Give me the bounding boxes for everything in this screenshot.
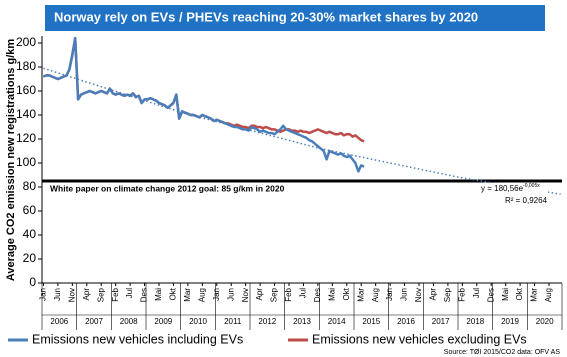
x-tick-label: Jun [400,288,409,301]
x-tick-label: Sep [443,287,452,302]
x-tick-label: Jan [39,288,48,301]
y-tick-label: 120 [16,131,36,145]
x-tick-label: Mai [327,288,336,301]
year-label: 2013 [293,317,311,326]
year-label: 2012 [258,317,276,326]
x-tick-label: Sep [96,287,105,302]
x-tick-label: Aug [197,288,206,302]
year-label: 2010 [189,317,207,326]
x-tick-label: Nov [67,288,76,302]
source: Source: TØI 2015/CO2 data: OFV AS [444,349,561,356]
year-label: 2014 [328,317,346,326]
x-tick-label: Jan [212,288,221,301]
year-label: 2006 [50,317,68,326]
y-tick-label: 60 [23,203,37,217]
y-tick-label: 160 [16,83,36,97]
y-tick-label: 80 [23,179,37,193]
x-tick-label: Aug [371,288,380,302]
chart-title: Norway rely on EVs / PHEVs reaching 20-3… [54,9,478,24]
equation-box [476,183,548,207]
x-tick-label: Feb [457,287,466,301]
x-tick-label: Apr [82,288,91,301]
year-label: 2009 [154,317,172,326]
x-tick-label: Jun [226,288,235,301]
x-tick-label: Feb [284,287,293,301]
x-tick-label: Feb [111,287,120,301]
series-line [42,36,365,143]
x-tick-label: Okt [342,287,351,300]
trend-equation: y = 180,56e-0,005x [481,183,540,193]
legend-label: Emissions new vehicles excluding EVs [312,332,527,346]
x-tick-label: Jul [472,288,481,298]
x-tick-label: Jun [53,288,62,301]
y-tick-label: 100 [16,155,36,169]
year-label: 2019 [501,317,519,326]
goal-label: White paper on climate change 2012 goal:… [50,183,285,193]
y-tick-label: 140 [16,107,36,121]
x-tick-label: Mar [183,288,192,302]
y-tick-label: 200 [16,35,36,49]
y-tick-label: 40 [23,227,37,241]
y-axis-label: Average CO2 emission new registrations g… [5,39,17,282]
y-tick-label: 20 [23,251,37,265]
year-label: 2020 [536,317,554,326]
x-tick-label: Sep [270,287,279,302]
x-tick-label: Mar [356,288,365,302]
x-tick-label: Nov [414,288,423,302]
x-tick-label: Nov [241,288,250,302]
year-label: 2011 [224,317,242,326]
x-tick-label: Des [486,288,495,302]
x-tick-label: Apr [429,288,438,301]
x-tick-label: Mar [530,288,539,302]
x-tick-label: Jan [385,288,394,301]
x-tick-label: Mai [154,288,163,301]
x-tick-label: Aug [544,288,553,302]
x-tick-label: Jul [125,288,134,298]
year-label: 2015 [362,317,380,326]
x-tick-label: Okt [515,287,524,300]
x-tick-label: Mai [501,288,510,301]
x-tick-label: Des [313,288,322,302]
trend-equation-exponent: -0,005x [523,183,540,189]
x-tick-label: Okt [169,287,178,300]
x-tick-label: Jul [299,288,308,298]
x-tick-label: Apr [255,288,264,301]
trend-r-squared: R² = 0,9264 [505,196,548,205]
year-label: 2018 [466,317,484,326]
year-label: 2016 [397,317,415,326]
year-label: 2008 [120,317,138,326]
x-tick-label: Des [140,288,149,302]
y-tick-label: 0 [29,275,36,289]
legend-label: Emissions new vehicles including EVs [32,332,243,346]
trend-equation-base: y = 180,56e [481,184,524,193]
title-bar [45,5,545,31]
year-label: 2017 [432,317,450,326]
year-label: 2007 [85,317,103,326]
goal-label-box [48,183,338,195]
series-line [42,36,365,173]
y-tick-label: 180 [16,59,36,73]
